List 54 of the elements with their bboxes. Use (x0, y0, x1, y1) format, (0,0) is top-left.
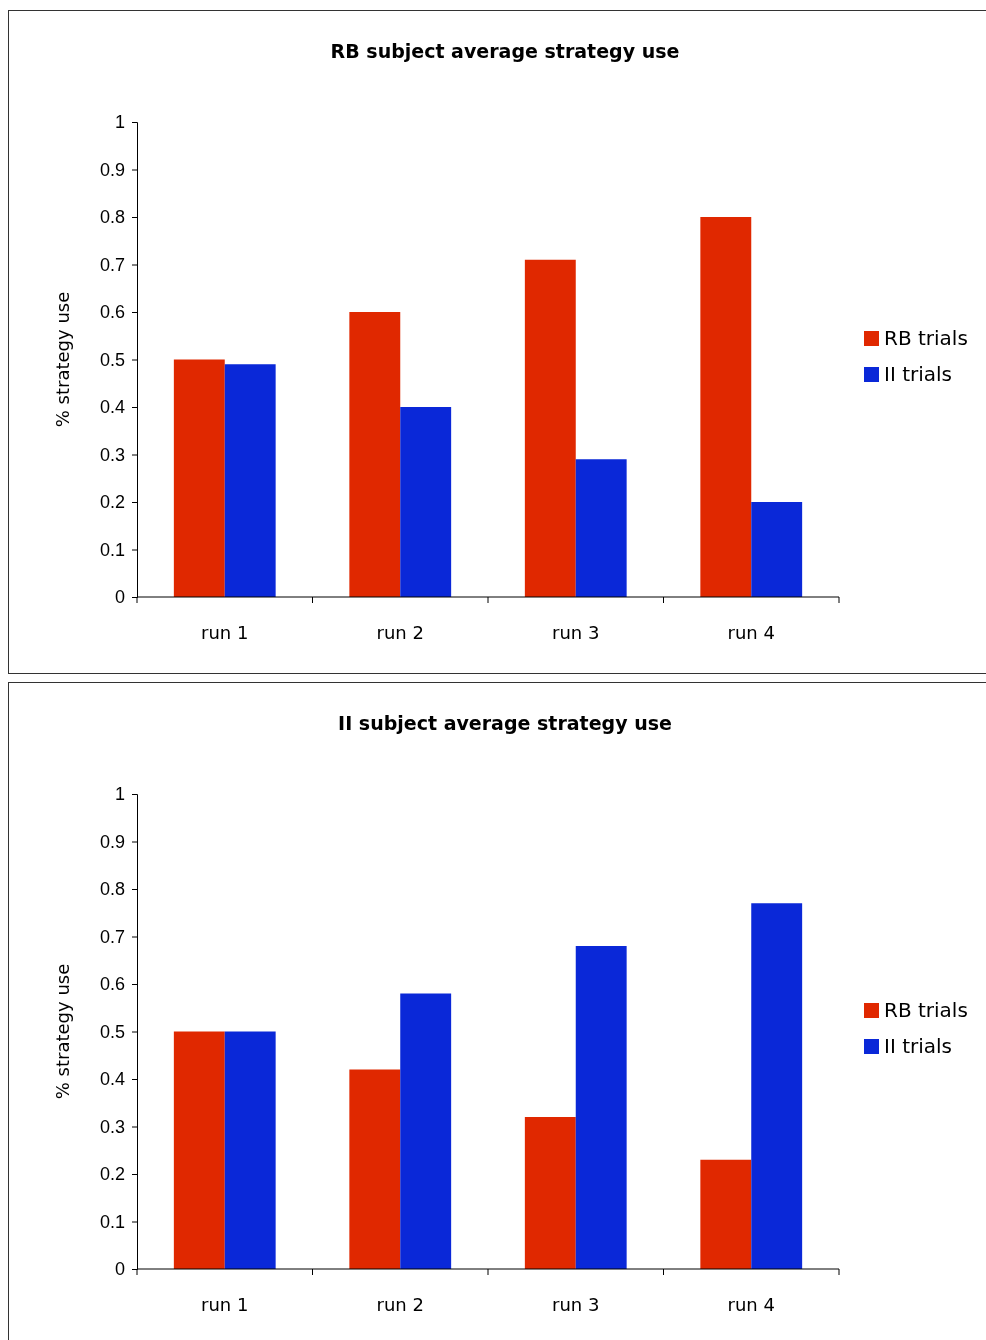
bar (173, 1031, 225, 1269)
y-axis-title: % strategy use (52, 291, 73, 428)
bar (524, 259, 576, 597)
bar (700, 217, 752, 597)
y-tick-label: 0.7 (99, 254, 125, 275)
bar (224, 1031, 276, 1269)
chart-title: II subject average strategy use (338, 712, 672, 734)
y-tick-label: 0.4 (99, 1069, 125, 1090)
x-tick-label: run 1 (201, 622, 249, 643)
x-tick-label: run 1 (201, 1294, 249, 1315)
bar (400, 407, 452, 597)
y-tick-label: 0.9 (99, 159, 125, 180)
x-tick-label: run 2 (376, 1294, 424, 1315)
y-tick-label: 0.2 (99, 1164, 125, 1185)
chart-title: RB subject average strategy use (330, 40, 680, 62)
bar (700, 1159, 752, 1269)
y-tick-label: 0.8 (99, 207, 125, 228)
legend-label: II trials (884, 362, 953, 386)
y-tick-label: 0.6 (99, 302, 125, 323)
x-tick-label: run 3 (552, 1294, 600, 1315)
y-tick-label: 0.8 (99, 879, 125, 900)
bar (575, 459, 627, 597)
x-tick-label: run 2 (376, 622, 424, 643)
y-tick-label: 0.9 (99, 831, 125, 852)
bar (524, 1117, 576, 1269)
y-tick-label: 0.4 (99, 397, 125, 418)
y-tick-label: 0 (114, 1259, 125, 1280)
y-axis-title: % strategy use (52, 963, 73, 1100)
legend-label: II trials (884, 1034, 953, 1058)
bar (349, 1069, 401, 1269)
y-tick-label: 0.7 (99, 926, 125, 947)
bar (400, 993, 452, 1269)
y-tick-label: 1 (114, 784, 125, 805)
y-tick-label: 0.1 (99, 539, 125, 560)
bar (224, 364, 276, 597)
y-tick-label: 1 (114, 112, 125, 133)
y-tick-label: 0.5 (99, 1021, 125, 1042)
bar (751, 502, 803, 597)
bar (751, 903, 803, 1269)
bar (349, 312, 401, 597)
y-tick-label: 0 (114, 587, 125, 608)
y-tick-label: 0.5 (99, 349, 125, 370)
legend-label: RB trials (884, 998, 968, 1022)
bar (575, 946, 627, 1269)
bar (173, 359, 225, 597)
y-tick-label: 0.6 (99, 974, 125, 995)
y-tick-label: 0.3 (99, 1116, 125, 1137)
x-tick-label: run 4 (727, 1294, 775, 1315)
y-tick-label: 0.2 (99, 492, 125, 513)
y-tick-label: 0.3 (99, 444, 125, 465)
legend-label: RB trials (884, 326, 968, 350)
x-tick-label: run 4 (727, 622, 775, 643)
y-tick-label: 0.1 (99, 1211, 125, 1232)
x-tick-label: run 3 (552, 622, 600, 643)
